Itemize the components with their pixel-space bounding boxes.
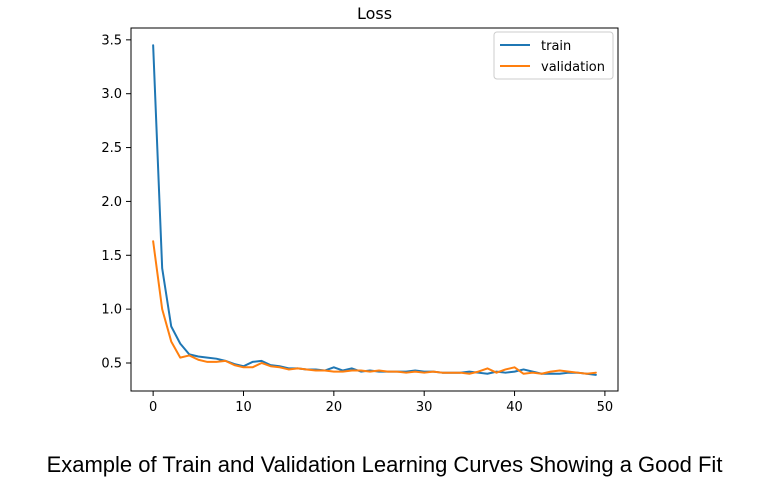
x-tick-label: 30 [416,400,433,415]
legend-label-validation: validation [541,60,605,75]
y-axis: 0.5 1.0 1.5 2.0 2.5 3.0 3.5 [101,33,131,371]
x-tick-label: 40 [506,400,523,415]
x-axis: 0 10 20 30 40 50 [149,391,613,415]
x-tick-label: 20 [326,400,343,415]
series-line-train [152,44,597,376]
y-tick-label: 2.0 [101,195,122,210]
axes-frame [130,27,619,392]
y-tick-label: 3.0 [101,87,122,102]
y-tick-label: 0.5 [101,356,122,371]
y-tick-label: 1.5 [101,249,122,264]
legend-box [493,31,614,80]
y-tick-label: 1.0 [101,303,122,318]
legend-label-train: train [541,39,571,54]
figure-caption: Example of Train and Validation Learning… [46,452,723,477]
y-tick-label: 3.5 [101,33,122,48]
series-layer [152,44,597,376]
series-line-validation [152,240,597,375]
y-tick-label: 2.5 [101,141,122,156]
chart-title: Loss [357,4,392,23]
x-tick-label: 10 [235,400,252,415]
x-tick-label: 0 [149,400,157,415]
legend: train validation [493,31,614,80]
x-tick-label: 50 [597,400,614,415]
loss-chart: Loss 0 10 20 30 40 50 0.5 1.0 1.5 2.0 2.5 3.0 3.5 t… [101,4,619,415]
